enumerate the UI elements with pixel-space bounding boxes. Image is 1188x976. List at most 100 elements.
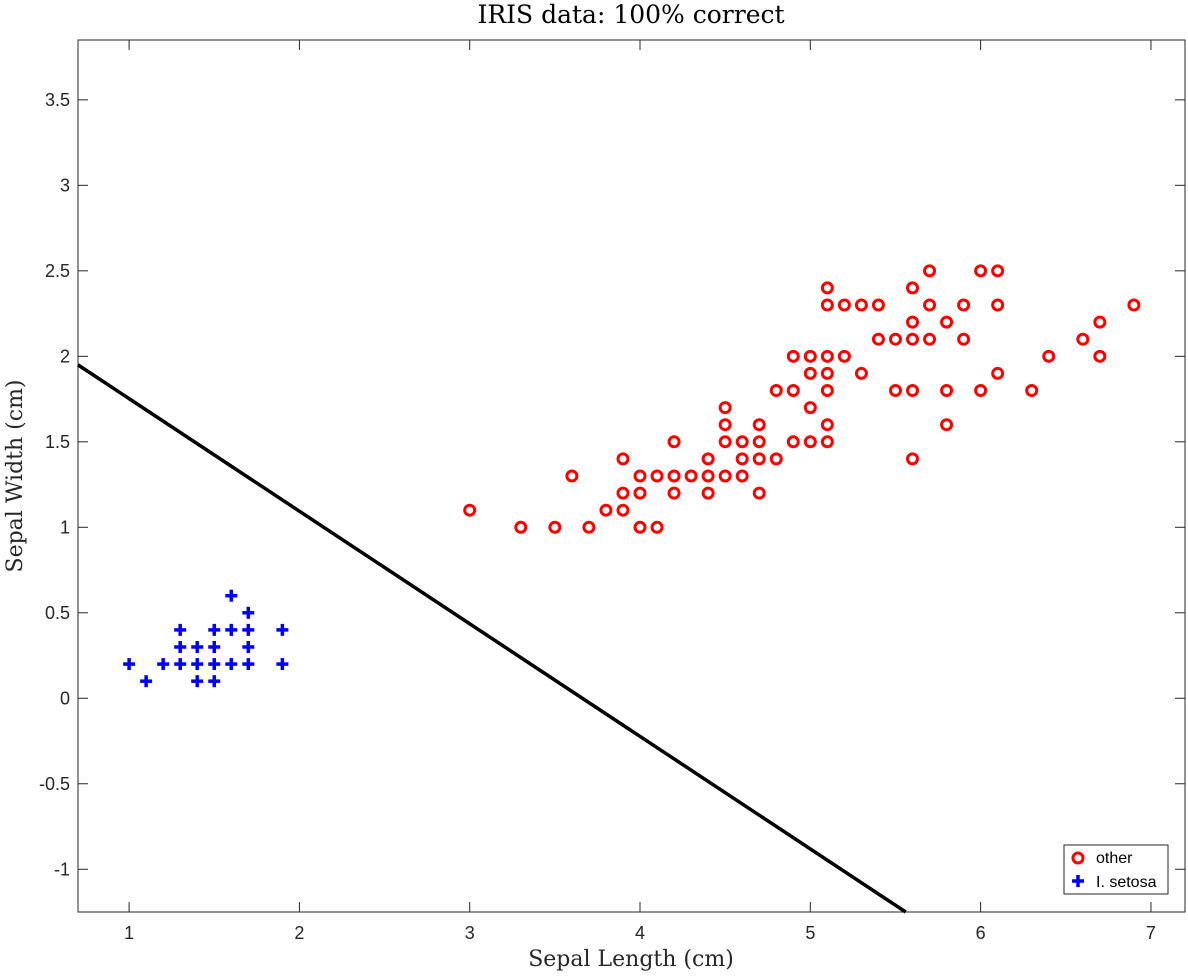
point-other: [974, 264, 988, 278]
point-other: [923, 298, 937, 312]
point-other: [820, 366, 834, 380]
point-setosa: [242, 658, 255, 671]
point-other: [906, 332, 920, 346]
y-tick-label: -0.5: [39, 774, 70, 794]
x-tick-label: 7: [1146, 923, 1156, 943]
point-other: [820, 435, 834, 449]
point-other: [548, 520, 562, 534]
point-other: [837, 349, 851, 363]
point-other: [888, 384, 902, 398]
point-other: [752, 452, 766, 466]
point-other: [633, 469, 647, 483]
point-other: [820, 349, 834, 363]
y-axis-label: Sepal Width (cm): [3, 379, 28, 572]
point-other: [871, 332, 885, 346]
point-other: [752, 435, 766, 449]
point-setosa: [174, 658, 187, 671]
x-tick-label: 6: [976, 923, 986, 943]
point-other: [803, 349, 817, 363]
point-other: [820, 418, 834, 432]
point-other: [1076, 332, 1090, 346]
point-other: [991, 264, 1005, 278]
point-setosa: [225, 589, 238, 602]
point-other: [633, 486, 647, 500]
data-points: [123, 264, 1141, 688]
point-other: [906, 452, 920, 466]
point-other: [803, 366, 817, 380]
point-other: [940, 315, 954, 329]
point-other: [957, 298, 971, 312]
point-setosa: [225, 623, 238, 636]
x-tick-label: 5: [805, 923, 815, 943]
point-setosa: [140, 675, 153, 688]
point-other: [854, 298, 868, 312]
point-other: [906, 281, 920, 295]
point-other: [786, 349, 800, 363]
point-other: [1127, 298, 1141, 312]
point-other: [616, 503, 630, 517]
y-tick-label: -1: [54, 859, 70, 879]
point-setosa: [242, 623, 255, 636]
point-setosa: [191, 658, 204, 671]
point-other: [701, 452, 715, 466]
point-setosa: [191, 675, 204, 688]
point-other: [820, 298, 834, 312]
legend-label-setosa: I. setosa: [1096, 874, 1157, 891]
decision-boundary-line: [77, 363, 907, 914]
chart-title: IRIS data: 100% correct: [477, 0, 784, 29]
point-other: [616, 486, 630, 500]
x-tick-label: 3: [465, 923, 475, 943]
legend-marker-other: [1071, 851, 1085, 865]
point-other: [769, 452, 783, 466]
point-other: [599, 503, 613, 517]
point-other: [650, 469, 664, 483]
point-other: [837, 298, 851, 312]
decision-boundary-layer: [77, 363, 907, 914]
y-tick-label: 3: [60, 175, 70, 195]
point-setosa: [276, 623, 289, 636]
point-other: [667, 469, 681, 483]
point-setosa: [276, 658, 289, 671]
point-setosa: [242, 606, 255, 619]
point-other: [786, 384, 800, 398]
x-tick-label: 1: [124, 923, 134, 943]
point-other: [923, 332, 937, 346]
point-other: [633, 520, 647, 534]
point-other: [906, 315, 920, 329]
y-tick-label: 0.5: [45, 603, 70, 623]
legend: other I. setosa: [1063, 844, 1169, 895]
y-tick-label: 2.5: [45, 261, 70, 281]
x-tick-label: 2: [294, 923, 304, 943]
point-other: [803, 401, 817, 415]
point-other: [991, 366, 1005, 380]
point-other: [565, 469, 579, 483]
point-other: [684, 469, 698, 483]
x-tick-label: 4: [635, 923, 645, 943]
point-other: [514, 520, 528, 534]
point-other: [752, 418, 766, 432]
legend-marker-setosa: [1072, 875, 1084, 887]
point-other: [786, 435, 800, 449]
point-other: [940, 418, 954, 432]
point-other: [718, 469, 732, 483]
point-setosa: [208, 658, 221, 671]
point-other: [718, 435, 732, 449]
point-other: [582, 520, 596, 534]
point-setosa: [225, 658, 238, 671]
point-other: [769, 384, 783, 398]
point-other: [650, 520, 664, 534]
point-other: [820, 281, 834, 295]
point-other: [871, 298, 885, 312]
x-axis-label: Sepal Length (cm): [528, 947, 734, 972]
legend-circle-icon: [1071, 851, 1085, 865]
point-setosa: [174, 623, 187, 636]
point-other: [735, 435, 749, 449]
y-tick-label: 3.5: [45, 90, 70, 110]
point-other: [616, 452, 630, 466]
y-tick-label: 0: [60, 688, 70, 708]
point-setosa: [123, 658, 136, 671]
point-other: [1025, 384, 1039, 398]
point-setosa: [208, 675, 221, 688]
point-other: [820, 384, 834, 398]
